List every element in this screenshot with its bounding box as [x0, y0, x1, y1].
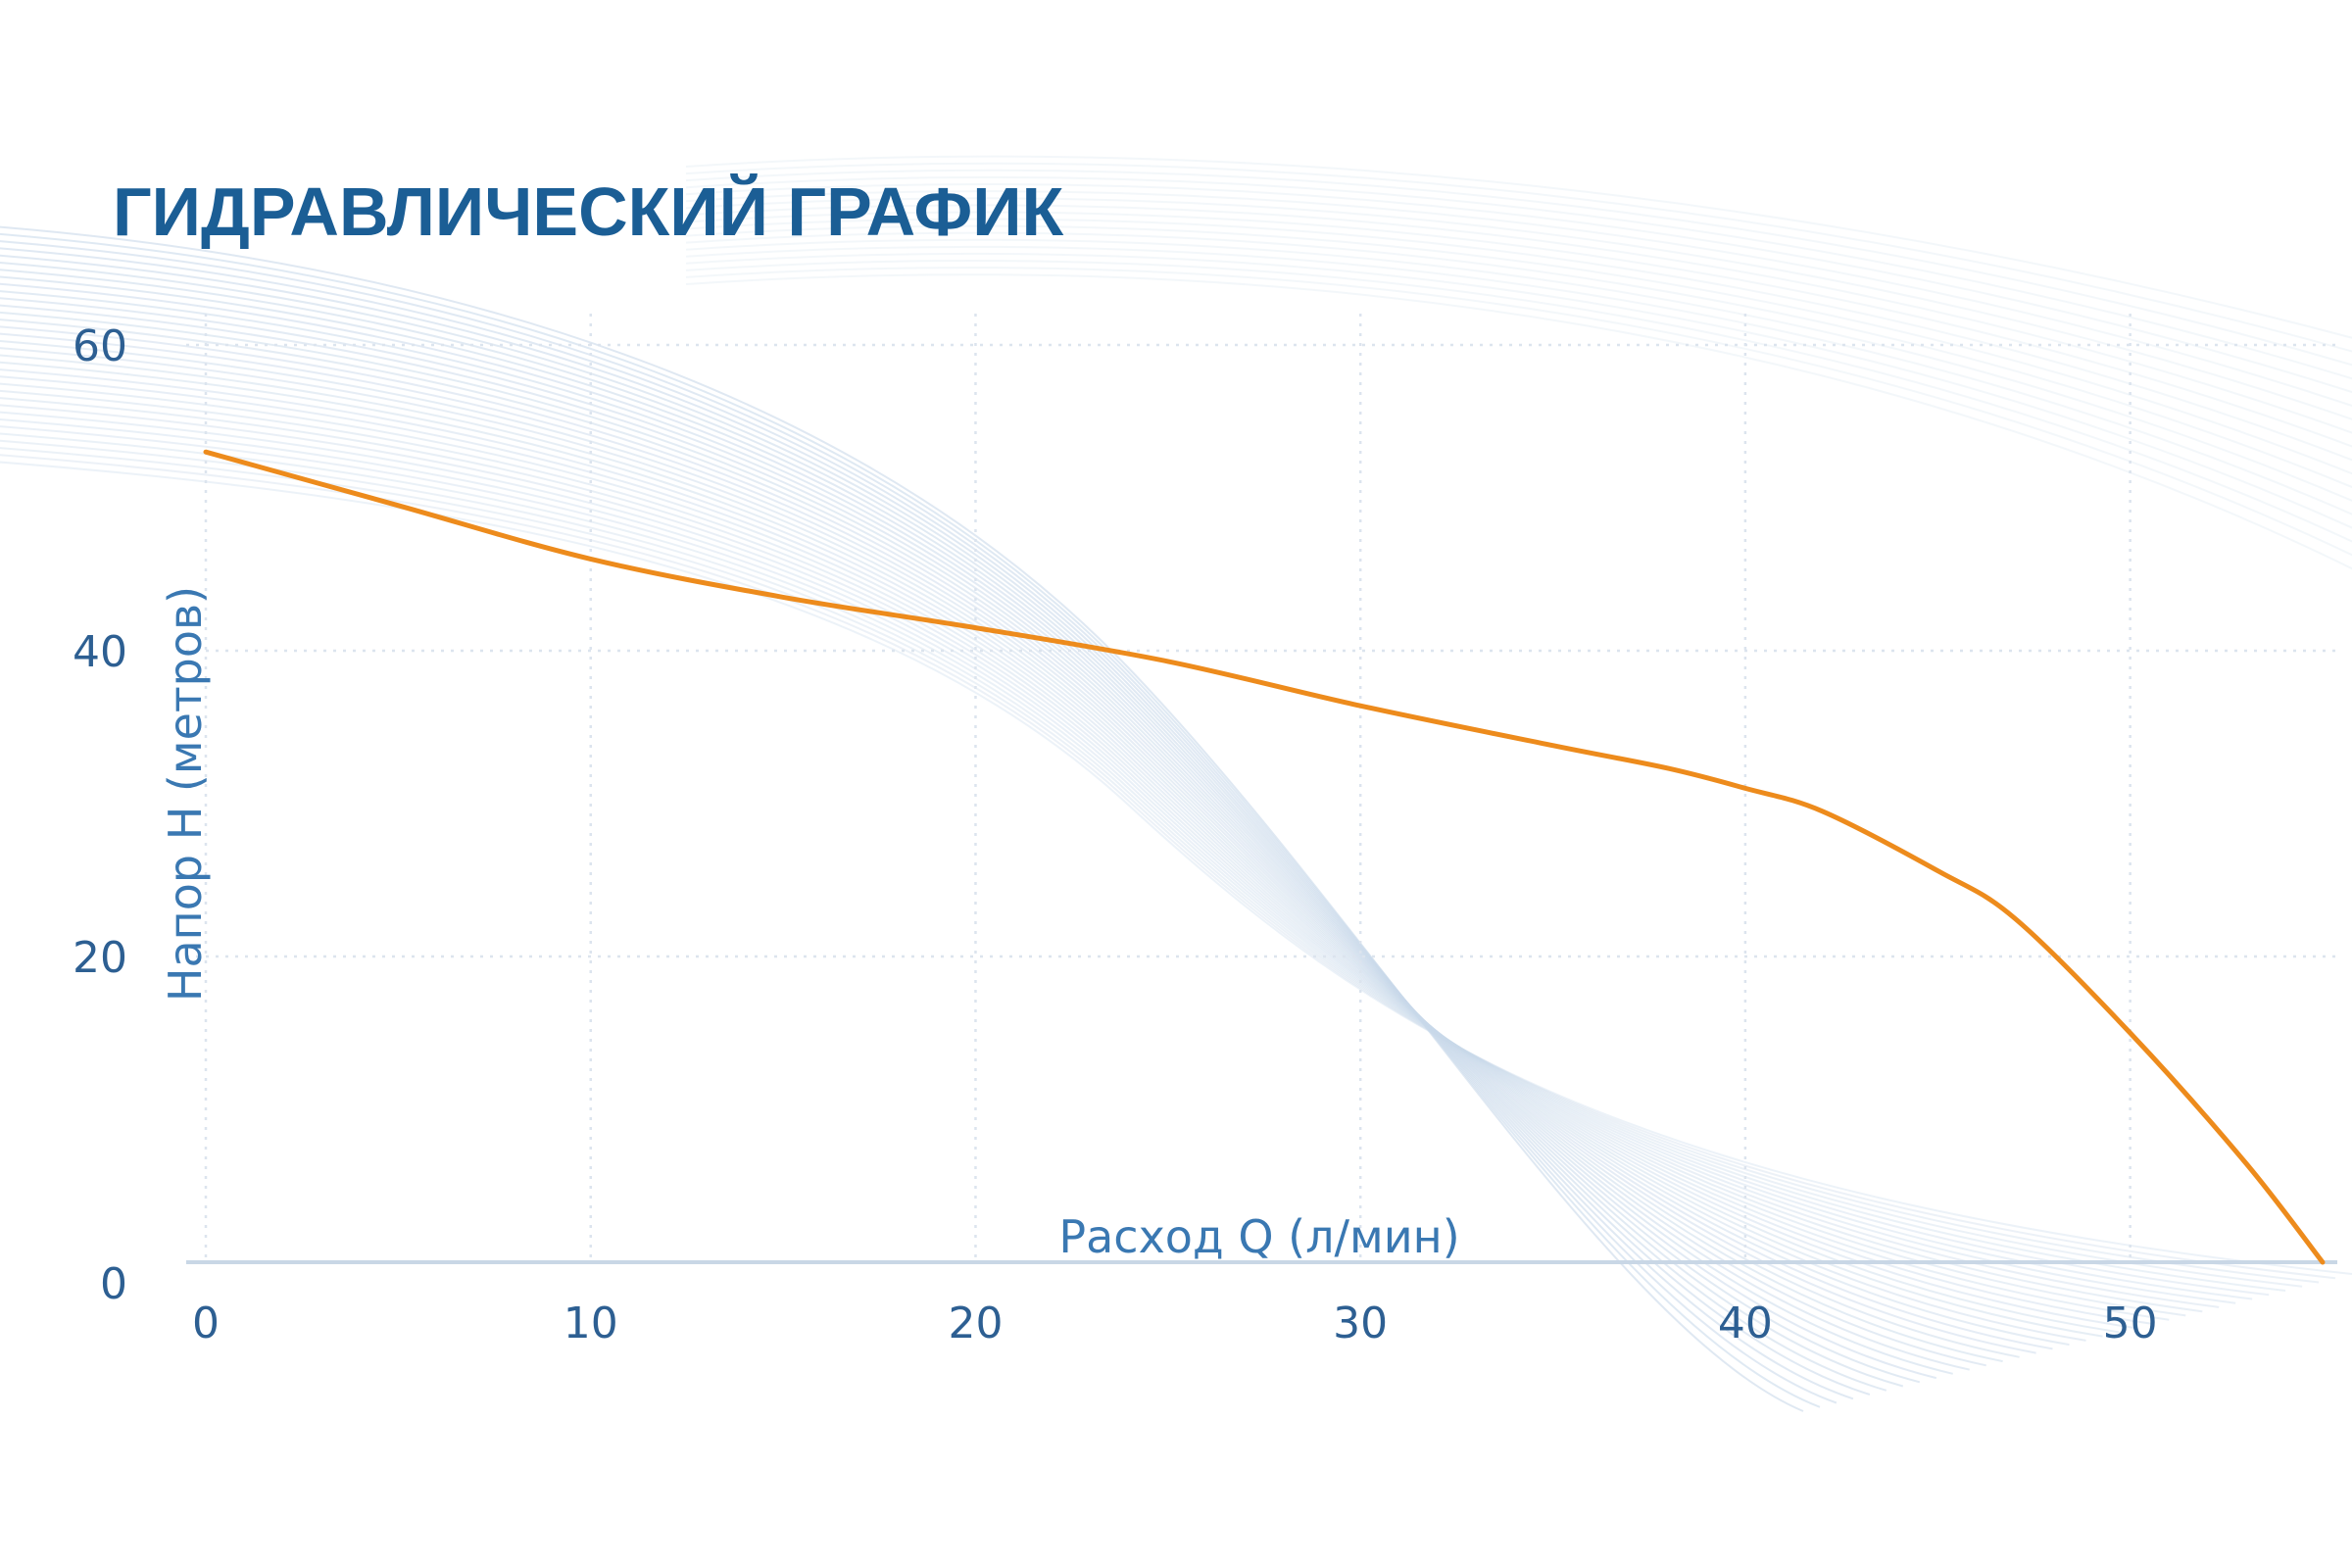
x-tick-label: 10 [564, 1298, 618, 1348]
background-wave-line [0, 225, 1804, 1412]
background-wave-line [685, 197, 2352, 420]
background-wave-line [685, 176, 2352, 380]
y-tick-label: 0 [100, 1259, 127, 1309]
background-wave-line [685, 231, 2352, 489]
background-wave-line [0, 404, 2220, 1308]
background-wave-line [0, 240, 1838, 1404]
background-wave-line [0, 269, 1904, 1388]
background-wave-line [0, 332, 2053, 1350]
background-wave-decoration [0, 155, 2352, 1412]
background-wave-line [0, 461, 2352, 1275]
text-layer: ГИДРАВЛИЧЕСКИЙ ГРАФИК Расход Q (л/мин) Н… [113, 172, 1460, 1263]
background-wave-line [0, 347, 2086, 1342]
y-axis-label: Напор H (метров) [159, 586, 212, 1002]
background-wave-line [0, 375, 2153, 1325]
background-wave-line [685, 245, 2352, 515]
background-wave-line [0, 311, 2003, 1363]
x-tick-label: 20 [948, 1298, 1003, 1348]
background-wave-line [0, 247, 1854, 1400]
background-wave-line [0, 447, 2320, 1284]
tick-labels: 0 10 20 30 40 50 0 20 40 60 [73, 321, 2158, 1348]
background-wave-line [0, 368, 2136, 1330]
background-wave-line [0, 340, 2070, 1347]
background-wave-line [685, 204, 2352, 434]
background-wave-line [0, 290, 1953, 1375]
y-tick-label: 60 [73, 321, 127, 371]
background-wave-line [0, 232, 1821, 1408]
x-tick-label: 50 [2103, 1298, 2158, 1348]
background-wave-line [685, 218, 2352, 462]
background-wave-line [685, 238, 2352, 502]
background-wave-line [0, 432, 2286, 1292]
background-wave-line [0, 439, 2303, 1288]
background-wave-line [0, 361, 2120, 1334]
background-wave-line [685, 190, 2352, 408]
background-wave-line [685, 162, 2352, 353]
x-tick-label: 40 [1718, 1298, 1773, 1348]
background-wave-line [0, 389, 2186, 1317]
series-layer [203, 449, 2326, 1265]
background-wave-line [685, 260, 2352, 543]
pump-curve-line [203, 449, 2326, 1265]
y-tick-label: 20 [73, 933, 127, 983]
background-wave-line [0, 254, 1871, 1396]
background-wave-line [685, 155, 2352, 339]
y-tick-label: 40 [73, 627, 127, 677]
background-wave-line [685, 273, 2352, 570]
background-wave-line [0, 318, 2020, 1358]
background-wave-line [0, 304, 1986, 1367]
background-wave-line [0, 454, 2336, 1280]
x-axis-label: Расход Q (л/мин) [1058, 1210, 1459, 1263]
background-wave-line [0, 417, 2253, 1300]
background-wave-line [0, 262, 1887, 1392]
background-wave-line [0, 397, 2203, 1313]
grid [186, 314, 2342, 1262]
x-tick-label: 30 [1333, 1298, 1388, 1348]
background-wave-line [685, 224, 2352, 475]
background-wave-line [685, 267, 2352, 557]
background-wave-line [685, 252, 2352, 529]
background-wave-line [685, 211, 2352, 448]
background-wave-line [0, 325, 2036, 1354]
background-wave-line [0, 382, 2170, 1321]
background-wave-line [685, 169, 2352, 367]
x-tick-label: 0 [192, 1298, 220, 1348]
background-wave-line [0, 275, 1921, 1384]
background-wave-line [0, 411, 2236, 1304]
background-wave-line [0, 354, 2103, 1338]
chart-title: ГИДРАВЛИЧЕСКИЙ ГРАФИК [113, 172, 1064, 250]
background-wave-line [685, 183, 2352, 394]
background-wave-line [0, 297, 1970, 1371]
background-wave-line [0, 425, 2270, 1297]
background-wave-line [0, 282, 1937, 1380]
